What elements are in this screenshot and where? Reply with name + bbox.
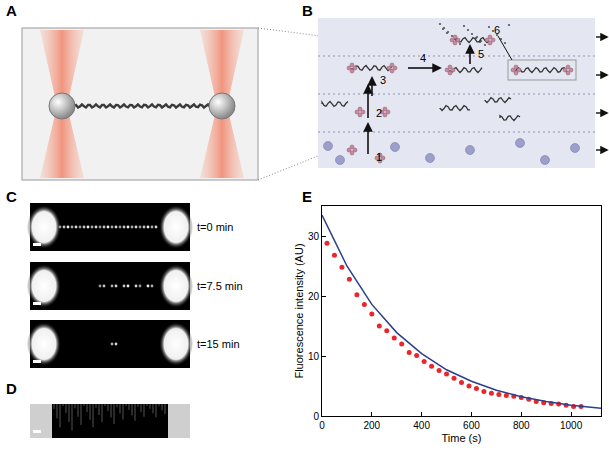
svg-text:D: D xyxy=(6,380,17,397)
svg-text:Time (s): Time (s) xyxy=(442,432,482,444)
svg-text:800: 800 xyxy=(513,420,530,431)
svg-text:400: 400 xyxy=(413,420,430,431)
svg-text:B: B xyxy=(302,2,313,19)
svg-text:30: 30 xyxy=(308,231,320,242)
svg-text:6: 6 xyxy=(494,24,500,36)
svg-text:1000: 1000 xyxy=(560,420,583,431)
svg-text:E: E xyxy=(302,188,312,205)
svg-text:20: 20 xyxy=(308,291,320,302)
svg-text:A: A xyxy=(6,2,17,19)
svg-text:200: 200 xyxy=(363,420,380,431)
svg-text:5: 5 xyxy=(478,48,484,60)
svg-text:2: 2 xyxy=(376,107,382,119)
svg-text:Fluorescence intensity (AU): Fluorescence intensity (AU) xyxy=(293,243,305,378)
svg-text:C: C xyxy=(6,188,17,205)
svg-text:1: 1 xyxy=(376,151,382,163)
svg-text:10: 10 xyxy=(308,351,320,362)
svg-text:4: 4 xyxy=(420,52,426,64)
svg-text:600: 600 xyxy=(463,420,480,431)
svg-text:0: 0 xyxy=(313,411,319,422)
svg-text:3: 3 xyxy=(380,74,386,86)
svg-text:t=0 min: t=0 min xyxy=(197,221,233,233)
svg-text:t=7.5 min: t=7.5 min xyxy=(197,280,243,292)
svg-text:t=15 min: t=15 min xyxy=(197,338,240,350)
svg-text:0: 0 xyxy=(319,420,325,431)
